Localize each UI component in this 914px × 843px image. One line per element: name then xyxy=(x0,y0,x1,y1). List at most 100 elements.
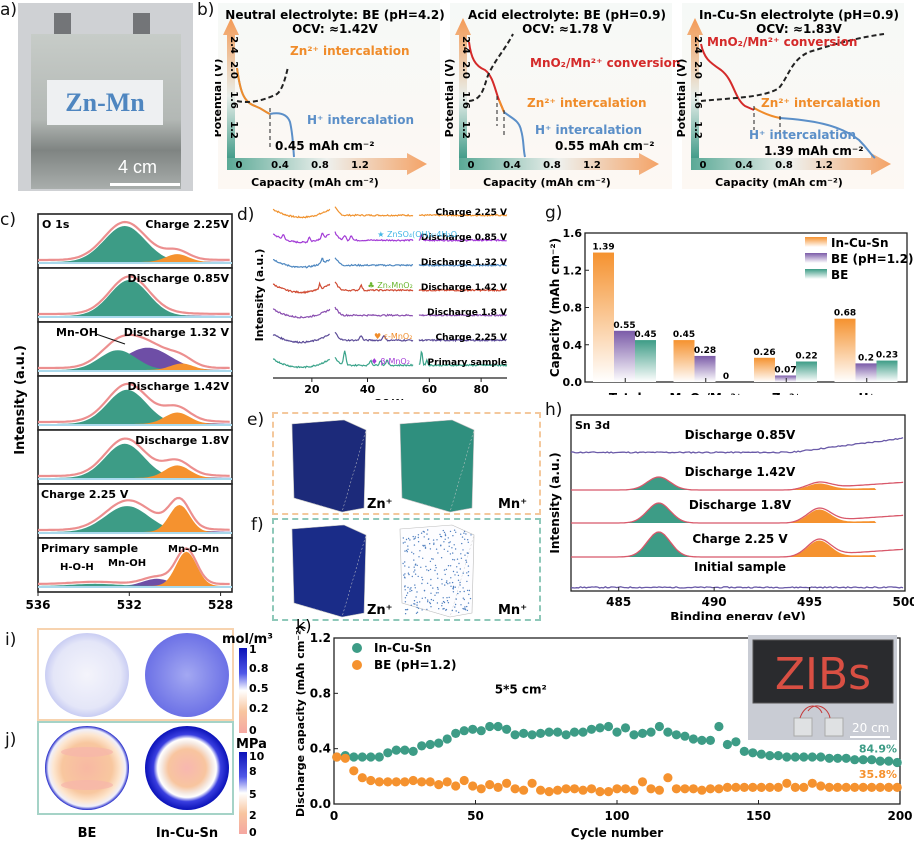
zn-intercalation-curve xyxy=(498,99,505,113)
ion-dot xyxy=(408,573,410,576)
ion-dot xyxy=(466,609,469,612)
series-incusn-point xyxy=(417,741,427,751)
series-be-point xyxy=(417,777,427,787)
envelope-fit xyxy=(38,220,230,262)
bar-be-ph-1-2- xyxy=(855,363,877,382)
mn-o-mn-peak xyxy=(38,412,232,424)
h-intercalation-curve xyxy=(503,111,526,158)
x-tick-label: 60 xyxy=(422,383,438,396)
ion-dot xyxy=(404,589,406,591)
ion-dot xyxy=(468,589,471,592)
series-be-point xyxy=(654,785,664,795)
ion-dot xyxy=(414,537,416,540)
series-incusn-point xyxy=(425,739,435,750)
ion-dot xyxy=(416,564,418,567)
ion-dot xyxy=(457,574,460,577)
series-be-point xyxy=(850,782,860,792)
series-incusn-point xyxy=(637,728,648,738)
legend-marker xyxy=(352,643,362,653)
series-be-point xyxy=(332,752,342,762)
ion-dot xyxy=(434,594,436,596)
colorbar-tick-label: 0.8 xyxy=(249,662,269,675)
series-be-point xyxy=(756,782,766,792)
series-incusn-point xyxy=(731,737,741,747)
ion-dot xyxy=(411,589,413,592)
znso4-marker-label: ★ ZnSO₄(OH)₆·4H₂O xyxy=(377,230,457,239)
series-be-point xyxy=(629,785,639,795)
ion-dot xyxy=(424,547,427,549)
mn-cube-f xyxy=(399,524,475,618)
ion-dot xyxy=(424,544,426,547)
ion-dot xyxy=(443,548,445,550)
series-be-point xyxy=(646,784,656,794)
legend-label: BE (pH=1.2) xyxy=(831,252,913,266)
stress-hotspot xyxy=(61,780,113,790)
ion-dot xyxy=(452,585,455,588)
xrd-pattern xyxy=(418,288,508,293)
ion-dot xyxy=(415,612,418,614)
ion-dot xyxy=(448,545,450,547)
curve-annotation: H⁺ intercalation xyxy=(535,123,642,137)
x-tick-label: 528 xyxy=(208,598,233,610)
pattern-label: Discharge 1.32 V xyxy=(421,258,507,268)
ion-dot xyxy=(463,608,465,610)
y-tick-label: 2.0 xyxy=(692,61,703,79)
ion-dot xyxy=(404,573,406,575)
ion-dot xyxy=(421,579,424,581)
ion-dot xyxy=(452,570,455,573)
series-be-point xyxy=(493,782,503,792)
ion-dot xyxy=(435,548,438,550)
bar-value-label: 0.45 xyxy=(634,330,656,340)
ion-dot xyxy=(442,597,444,599)
series-incusn-point xyxy=(680,731,690,741)
ion-dot xyxy=(460,604,462,606)
ion-dot xyxy=(452,552,454,554)
ion-dot xyxy=(404,541,406,543)
series-be-point xyxy=(544,787,554,797)
series-be-point xyxy=(807,778,817,788)
x-tick-label: 80 xyxy=(473,383,489,396)
ion-dot xyxy=(414,573,417,575)
electrode-area-label: 5*5 cm² xyxy=(495,682,547,696)
ion-dot xyxy=(457,592,459,595)
ion-dot xyxy=(466,552,468,554)
series-incusn-point xyxy=(765,751,775,761)
y-axis-label: Potential (V) xyxy=(675,59,688,138)
colorbar-tick-label: 10 xyxy=(249,750,265,763)
x-tick-label: 0.8 xyxy=(543,160,561,171)
series-be-point xyxy=(722,782,732,792)
ion-dot xyxy=(449,541,451,543)
ion-dot xyxy=(463,590,465,593)
subplot-title: Acid electrolyte: BE (pH=0.9) xyxy=(468,8,666,22)
ion-dot xyxy=(423,545,425,547)
series-incusn-point xyxy=(824,753,834,763)
row-label: Charge 2.25V xyxy=(145,218,229,231)
bar-be-ph-1-2- xyxy=(614,330,635,382)
ion-dot xyxy=(414,536,417,538)
series-be-point xyxy=(451,781,461,791)
panel-c-o1s-xps: Charge 2.25V Discharge 0.85V Discharge 1.3… xyxy=(13,213,233,610)
series-be-point xyxy=(790,782,800,792)
ion-dot xyxy=(433,542,435,544)
y-tick-label: 1.2 xyxy=(310,631,331,645)
ion-dot xyxy=(422,530,424,533)
series-be-point xyxy=(519,785,529,795)
ion-dot xyxy=(439,533,441,536)
ion-dot xyxy=(408,566,410,568)
legend-label: BE (pH=1.2) xyxy=(374,658,456,672)
colorbar-j xyxy=(239,752,247,834)
panel-i-label: i) xyxy=(5,630,17,650)
zn-cube-f xyxy=(291,524,367,618)
ion-dot xyxy=(455,598,457,600)
h2o-peak xyxy=(38,443,232,478)
subplot-incusn xyxy=(682,3,904,189)
series-be-point xyxy=(400,777,410,787)
ion-dot xyxy=(405,594,408,597)
ion-dot xyxy=(449,582,451,584)
ion-dot xyxy=(430,584,432,586)
series-incusn-point xyxy=(476,726,486,736)
series-be-point xyxy=(374,777,384,787)
sn-3d32-peak xyxy=(771,509,877,523)
bar-value-label: 0.28 xyxy=(694,346,716,356)
series-be-point xyxy=(612,784,622,794)
